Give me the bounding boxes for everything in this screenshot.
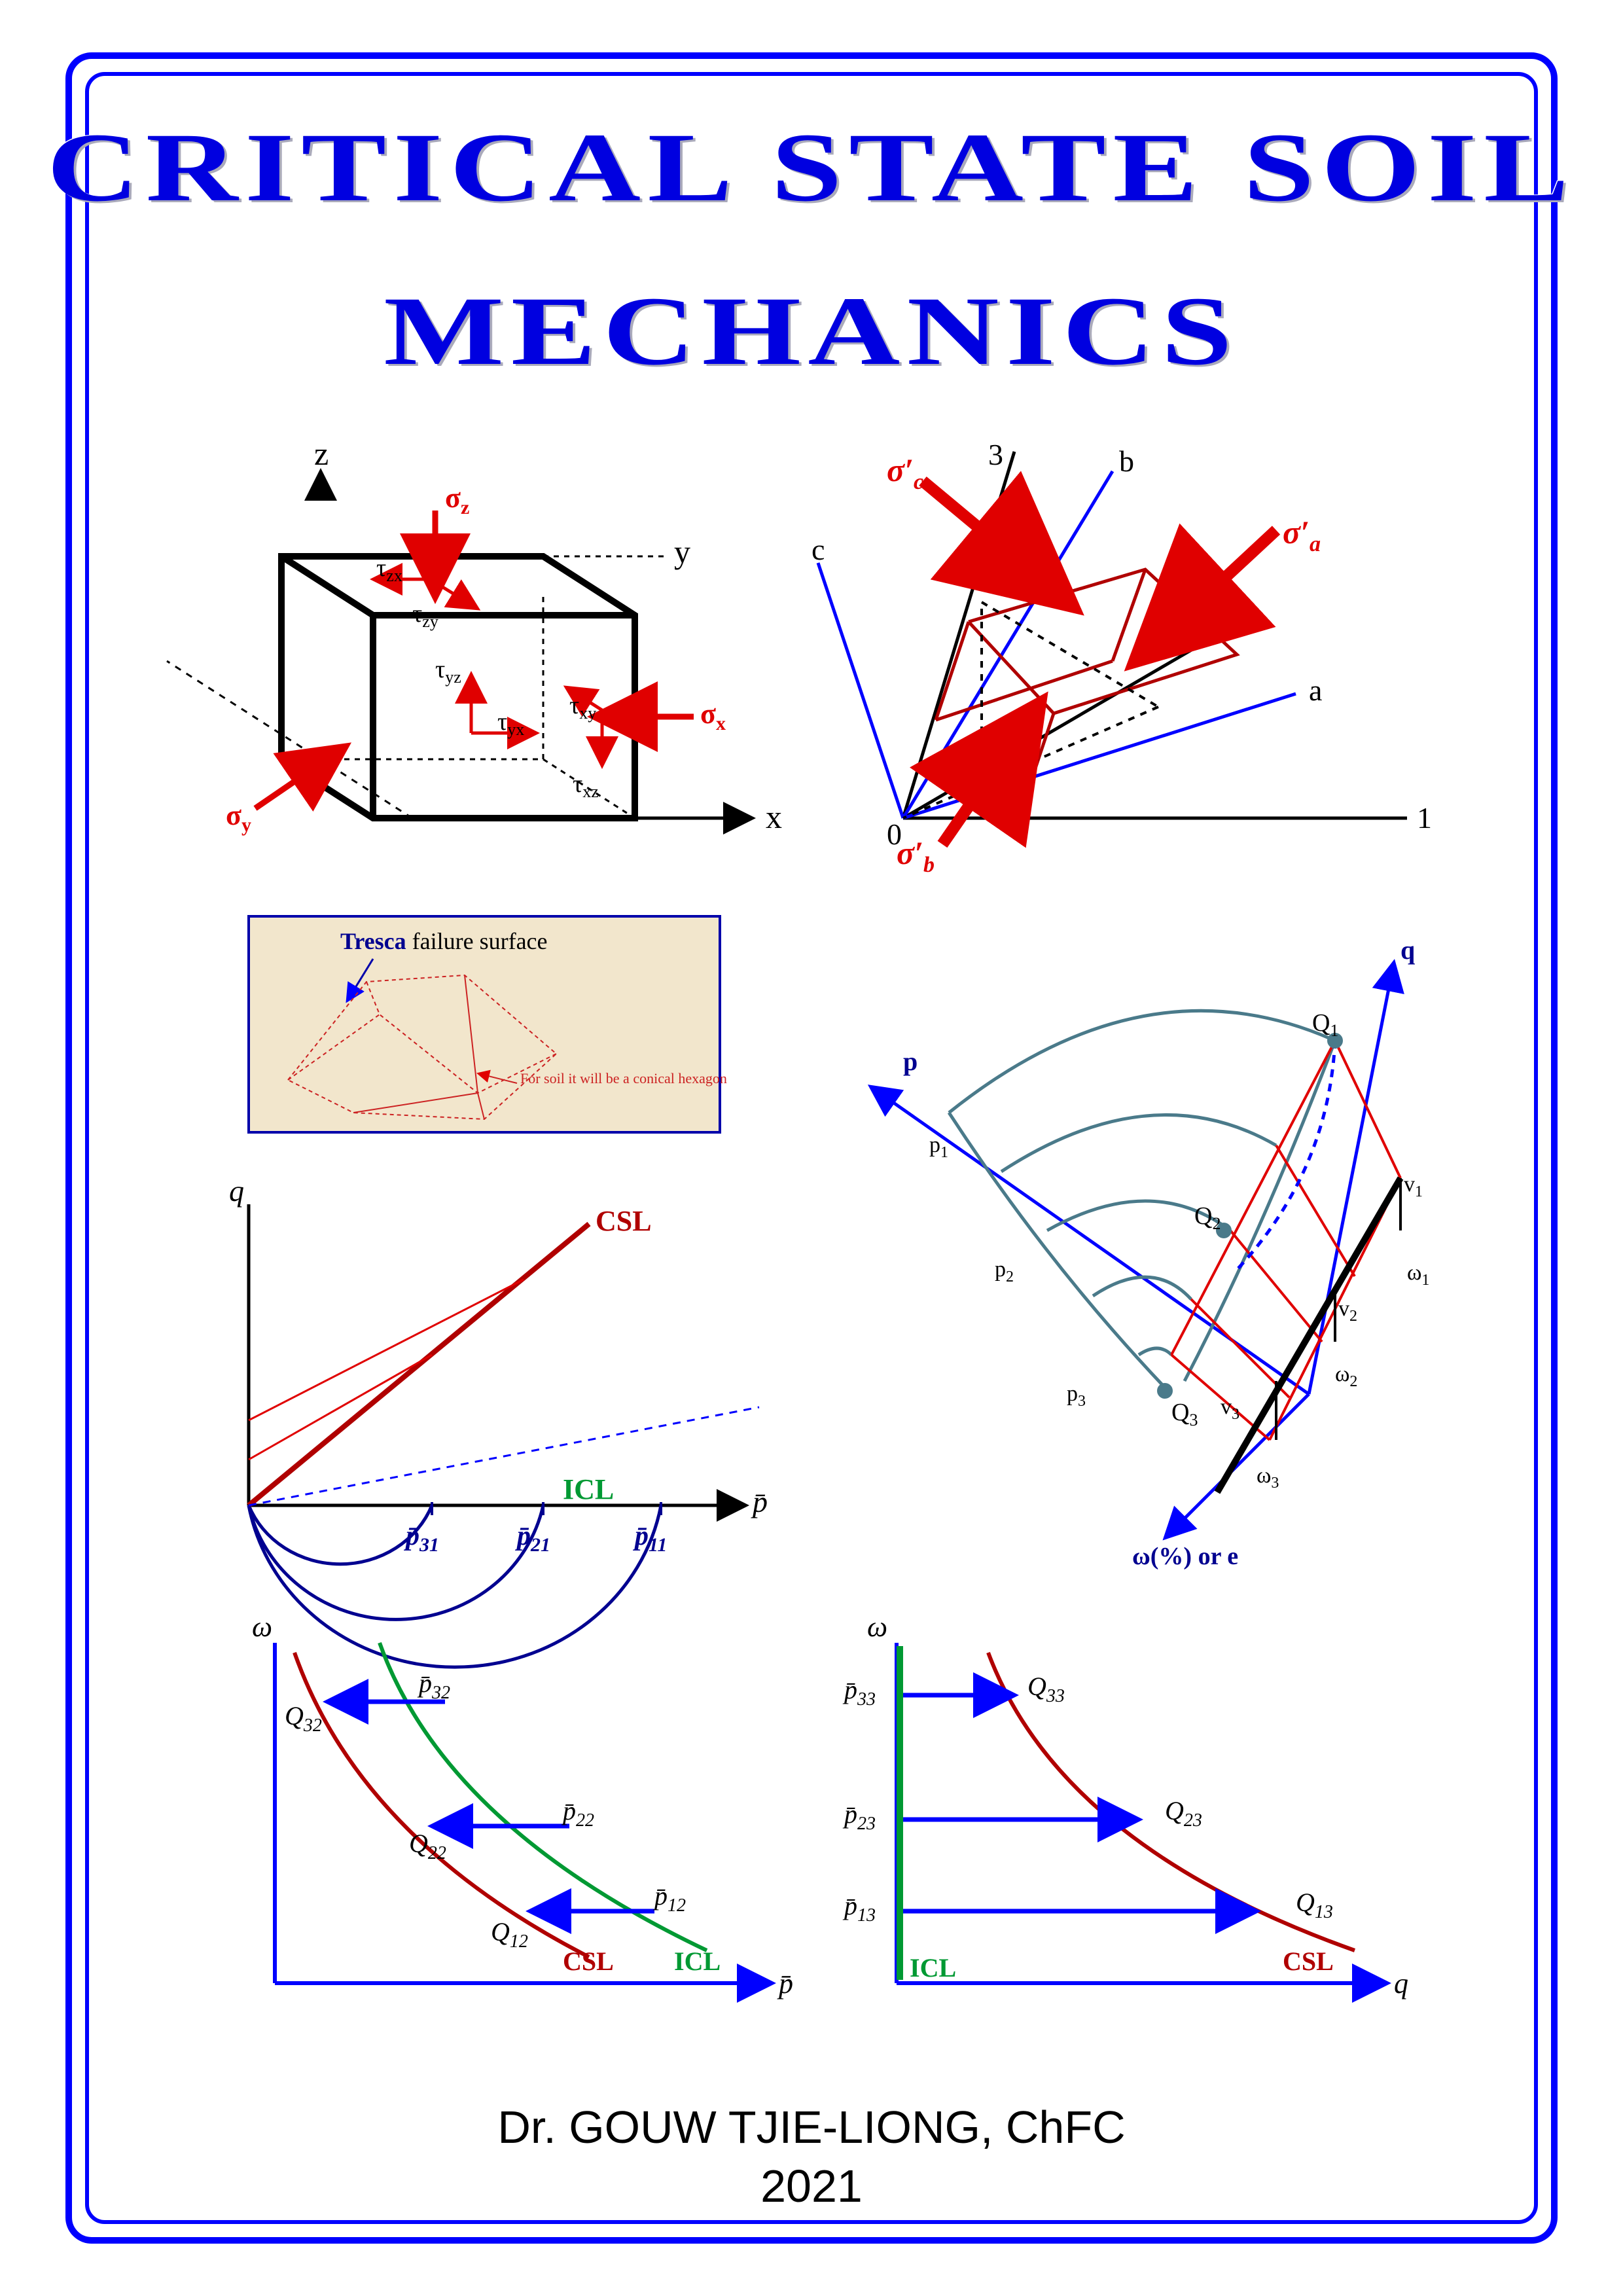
diagrams-area: x z y σz σx σy τzx τzy τyz τyx τxy	[131, 425, 1492, 2062]
svg-text:For soil it will be a conical: For soil it will be a conical hexagon	[520, 1070, 727, 1086]
surface-3d: q p ω(%) or e	[870, 935, 1429, 1570]
svg-text:p3: p3	[1067, 1382, 1086, 1410]
author: Dr. GOUW TJIE-LIONG, ChFC	[0, 2101, 1623, 2153]
svg-text:p̄11: p̄11	[633, 1521, 667, 1556]
svg-text:τzy: τzy	[412, 600, 438, 631]
svg-text:σz: σz	[445, 482, 469, 518]
svg-text:Q13: Q13	[1296, 1888, 1333, 1922]
svg-text:b: b	[1119, 444, 1134, 478]
svg-text:Q3: Q3	[1171, 1399, 1198, 1429]
svg-text:CSL: CSL	[1283, 1946, 1334, 1976]
svg-text:ω3: ω3	[1257, 1463, 1279, 1492]
svg-text:p̄21: p̄21	[515, 1521, 550, 1556]
svg-text:Q1: Q1	[1312, 1009, 1338, 1040]
svg-text:p: p	[903, 1047, 918, 1076]
svg-text:v1: v1	[1404, 1172, 1423, 1200]
svg-text:σy: σy	[226, 799, 251, 836]
svg-text:τyx: τyx	[497, 708, 524, 739]
svg-text:ICL: ICL	[674, 1946, 721, 1976]
tresca-panel: Tresca failure surface For soil it will …	[249, 916, 727, 1132]
svg-text:σ′a: σ′a	[1283, 514, 1321, 556]
svg-text:p̄12: p̄12	[652, 1881, 686, 1916]
principal-stress-diagram: 1 2 3 a b c σ′a σ′b σ′c 0	[812, 438, 1432, 877]
svg-text:σx: σx	[700, 698, 726, 734]
year: 2021	[0, 2160, 1623, 2212]
svg-text:p̄33: p̄33	[842, 1675, 876, 1710]
svg-text:3: 3	[988, 438, 1003, 471]
svg-text:p̄23: p̄23	[842, 1799, 876, 1834]
svg-text:p̄13: p̄13	[842, 1891, 876, 1926]
svg-text:q: q	[1400, 935, 1415, 965]
bottom-right-plot: ω q ICL CSL p̄33 Q33 p̄23 Q23 p̄13 Q13	[842, 1611, 1408, 2000]
svg-text:Q2: Q2	[1194, 1202, 1221, 1233]
title-line1: CRITICAL STATE SOIL	[0, 111, 1623, 224]
svg-text:Tresca failure surface: Tresca failure surface	[340, 928, 548, 954]
svg-text:0: 0	[887, 817, 902, 851]
svg-text:1: 1	[1417, 801, 1432, 834]
title-line2: MECHANICS	[0, 275, 1623, 387]
svg-text:p̄32: p̄32	[417, 1668, 450, 1703]
svg-text:CSL: CSL	[596, 1205, 652, 1237]
svg-text:Q33: Q33	[1027, 1672, 1065, 1706]
svg-text:ω1: ω1	[1407, 1261, 1429, 1289]
svg-text:x: x	[766, 798, 782, 835]
svg-text:ω2: ω2	[1335, 1362, 1357, 1390]
svg-text:σ′c: σ′c	[887, 452, 923, 494]
svg-text:c: c	[812, 533, 825, 566]
svg-text:v2: v2	[1338, 1297, 1357, 1325]
svg-text:y: y	[674, 533, 690, 570]
svg-text:ICL: ICL	[910, 1953, 956, 1982]
svg-text:Q23: Q23	[1165, 1796, 1202, 1831]
svg-text:τyz: τyz	[435, 656, 461, 687]
svg-text:ω: ω	[252, 1611, 272, 1643]
svg-text:p̄: p̄	[751, 1485, 768, 1518]
svg-text:v3: v3	[1221, 1395, 1240, 1423]
svg-text:2: 2	[1227, 608, 1242, 641]
bottom-left-plot: ω p̄ CSL ICL Q32 p̄32 Q22 p̄22 Q12 p̄12	[252, 1611, 793, 2000]
stress-cube-diagram: x z y σz σx σy τzx τzy τyz τyx τxy	[167, 435, 782, 836]
svg-text:σ′b: σ′b	[897, 834, 935, 877]
csl-ellipse-plot: q p̄ CSL ICL p̄31 p̄21 p̄11	[229, 1174, 768, 1667]
svg-text:q: q	[229, 1174, 244, 1208]
svg-text:p2: p2	[995, 1257, 1014, 1285]
svg-text:ω(%) or e: ω(%) or e	[1132, 1543, 1238, 1570]
svg-text:Q22: Q22	[409, 1829, 446, 1863]
svg-text:Q12: Q12	[491, 1917, 528, 1952]
svg-text:a: a	[1309, 673, 1322, 707]
svg-text:q: q	[1394, 1967, 1408, 2000]
svg-text:z: z	[314, 435, 329, 472]
svg-text:ICL: ICL	[563, 1473, 614, 1505]
svg-text:ω: ω	[867, 1611, 887, 1643]
svg-text:CSL: CSL	[563, 1946, 614, 1976]
svg-text:τxz: τxz	[573, 770, 599, 801]
svg-text:p̄: p̄	[777, 1967, 793, 2000]
